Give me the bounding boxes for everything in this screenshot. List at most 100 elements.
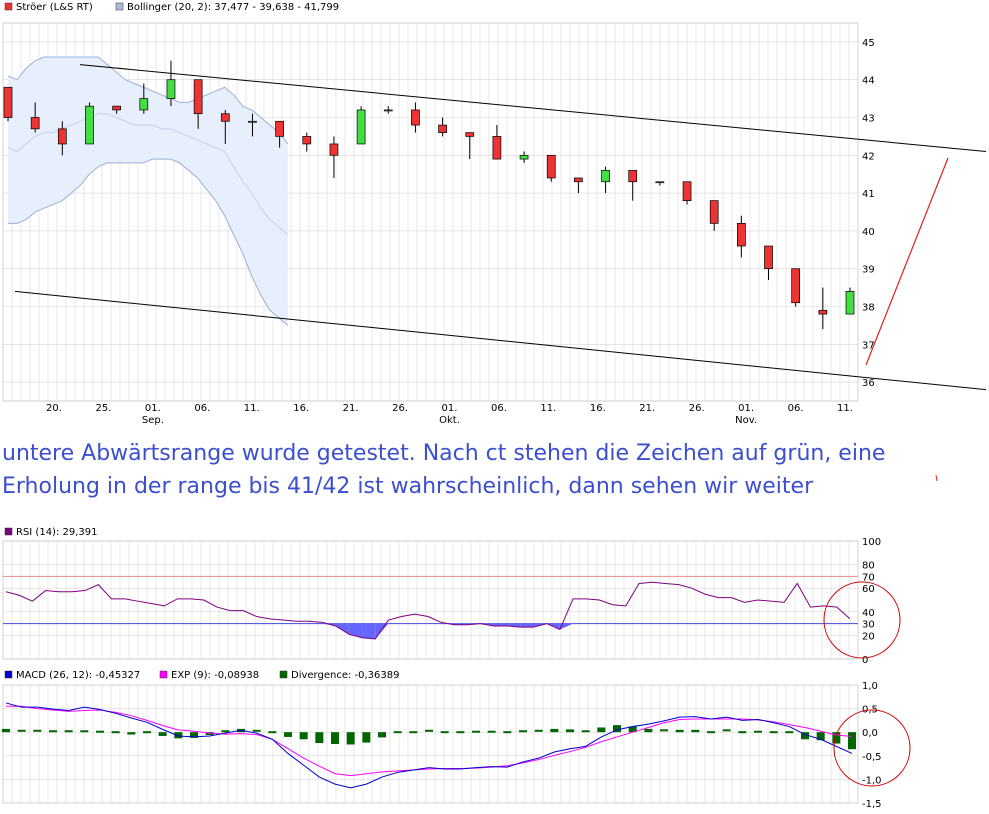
candle-body: [112, 105, 121, 111]
divergence-bar: [707, 731, 715, 734]
candle-body: [356, 109, 366, 145]
divergence-bar: [143, 731, 151, 734]
divergence-bar: [111, 731, 120, 734]
candle-body: [30, 117, 40, 130]
annotation-line-2: Erholung in der range bis 41/42 ist wahr…: [2, 474, 814, 499]
price-x-tick-label: 01.: [442, 403, 458, 414]
divergence-bar: [393, 731, 402, 734]
price-x-tick-label: 06.: [788, 403, 804, 414]
rsi-lines: [3, 575, 858, 640]
candle-body: [220, 113, 230, 122]
divergence-bar: [440, 731, 449, 734]
candle-body: [628, 170, 638, 183]
macd-y-tick-label: -0,5: [862, 752, 882, 763]
rsi-line: [5, 581, 851, 640]
candle-body: [818, 309, 828, 315]
divergence-bar: [299, 732, 308, 740]
trendline: [79, 64, 987, 153]
price-x-tick-label: 16.: [293, 403, 309, 414]
macd-panel: 1,00,50,0-0,5-1,0-1,5: [2, 681, 911, 810]
price-x-tick-label: 11.: [244, 403, 260, 414]
legend-swatch-bollinger: [115, 2, 124, 11]
rsi-y-tick-label: 40: [862, 608, 875, 619]
rsi-oversold-fill: [362, 623, 376, 639]
divergence-bar: [534, 729, 543, 732]
divergence-bar: [848, 732, 856, 750]
rsi-highlight-circle: [823, 581, 901, 659]
divergence-bar: [33, 729, 42, 732]
candle-body: [139, 98, 149, 111]
divergence-bar: [158, 732, 167, 736]
divergence-bar: [550, 728, 559, 733]
price-x-tick-label: 01.: [738, 403, 754, 414]
candle-body: [655, 181, 665, 184]
divergence-bar: [613, 725, 621, 733]
divergence-bar: [346, 732, 355, 745]
candle-body: [411, 109, 420, 126]
annotation-line-1: untere Abwärtsrange wurde getestet. Nach…: [2, 441, 885, 466]
price-x-month-label: Sep.: [142, 415, 164, 426]
divergence-bar: [769, 731, 778, 734]
macd-highlight-circle: [833, 709, 911, 787]
candle-body: [601, 170, 610, 183]
divergence-bar: [96, 730, 104, 733]
rsi-oversold-fill: [335, 623, 349, 635]
rsi-legend: RSI (14): 29,391: [4, 527, 98, 538]
price-x-tick-label: 21.: [343, 403, 359, 414]
divergence-bar: [456, 731, 465, 734]
macd-y-tick-label: -1,0: [862, 775, 882, 786]
legend-exp: EXP (9): -0,08938: [171, 670, 259, 681]
projection-arrow-line: [865, 157, 949, 366]
price-x-tick-label: 16.: [590, 403, 606, 414]
annotation-block: untere Abwärtsrange wurde getestet. Nach…: [2, 441, 938, 499]
divergence-bar: [80, 730, 89, 733]
divergence-bar: [2, 728, 10, 733]
price-y-tick-label: 38: [862, 303, 875, 314]
macd-y-tick-label: 0,0: [862, 728, 878, 739]
bollinger-band-fill: [8, 57, 288, 326]
candle-body: [709, 200, 719, 224]
divergence-bar: [487, 730, 496, 733]
divergence-bar: [409, 731, 418, 734]
price-y-tick-label: 44: [862, 76, 875, 87]
candle-body: [546, 154, 556, 179]
price-x-tick-label: 20.: [46, 403, 62, 414]
macd-legend: MACD (26, 12): -0,45327 EXP (9): -0,0893…: [4, 670, 399, 681]
divergence-bar: [801, 732, 809, 740]
bollinger-bands: [7, 56, 289, 326]
candle-body: [791, 268, 801, 304]
legend-bollinger: Bollinger (20, 2): 37,477 - 39,638 - 41,…: [127, 2, 339, 13]
candle-body: [275, 120, 284, 137]
divergence-bar: [64, 730, 73, 733]
divergence-bar: [722, 729, 731, 732]
price-x-tick-label: 06.: [194, 403, 210, 414]
rsi-y-tick-label: 100: [862, 537, 881, 548]
price-y-tick-label: 37: [862, 340, 875, 351]
macd-y-axis: 1,00,50,0-0,5-1,0-1,5: [862, 681, 882, 810]
candle-body: [329, 143, 339, 156]
price-y-tick-label: 36: [862, 378, 875, 389]
rsi-y-tick-label: 0: [862, 655, 868, 666]
annotation-mark: [935, 474, 938, 482]
legend-divergence: Divergence: -0,36389: [291, 670, 399, 681]
rsi-oversold-fill: [520, 623, 534, 628]
rsi-grid: [2, 541, 859, 659]
divergence-bar: [17, 729, 26, 732]
divergence-bar: [221, 730, 230, 733]
candle-body: [737, 222, 746, 247]
divergence-bar: [785, 731, 794, 734]
candles: [3, 60, 855, 330]
price-x-tick-label: 06.: [491, 403, 507, 414]
rsi-oversold-fill: [348, 623, 363, 638]
divergence-bar: [754, 730, 762, 733]
bollinger-lower-line: [8, 158, 289, 326]
legend-stroer: Ströer (L&S RT): [16, 2, 93, 13]
macd-plot-area: [2, 684, 859, 804]
divergence-bar: [284, 732, 292, 737]
macd-grid: [2, 684, 859, 804]
price-x-tick-label: 01.: [145, 403, 161, 414]
legend-rsi: RSI (14): 29,391: [16, 527, 98, 538]
